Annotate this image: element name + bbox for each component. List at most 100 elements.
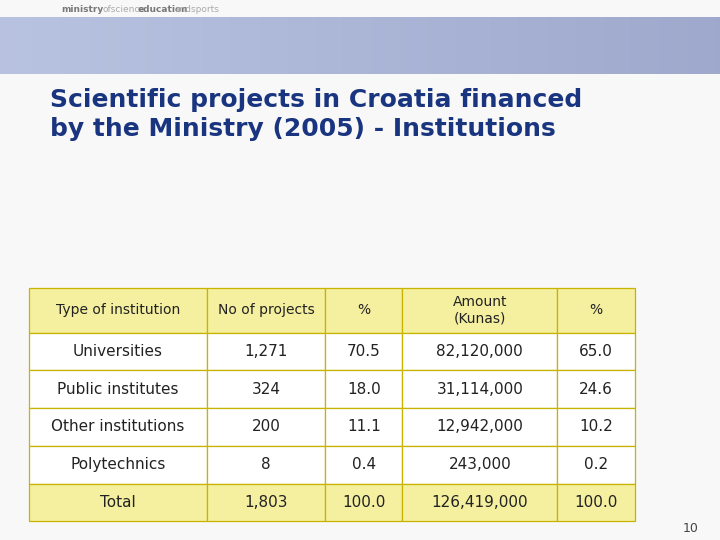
Bar [432,17,436,74]
Bar [108,17,112,74]
Bar [187,17,192,74]
Bar [557,333,635,370]
Bar [400,17,404,74]
Bar [572,17,577,74]
Text: ministry: ministry [61,5,104,14]
Bar [522,17,526,74]
Bar [65,17,69,74]
Bar [245,17,249,74]
Bar [180,17,184,74]
Bar [29,370,207,408]
Bar [25,17,30,74]
Bar [439,17,444,74]
Text: ofscience: ofscience [103,5,146,14]
Bar [392,17,397,74]
Bar [155,17,159,74]
Bar [36,17,40,74]
Bar [119,17,123,74]
Text: 1,271: 1,271 [244,344,288,359]
Bar [137,17,141,74]
Bar [299,17,303,74]
Text: 0.2: 0.2 [584,457,608,472]
Bar [144,17,148,74]
Bar [382,17,386,74]
Bar [389,17,393,74]
Text: 10.2: 10.2 [579,420,613,435]
Bar [666,17,670,74]
Text: 8: 8 [261,457,271,472]
Bar [659,17,663,74]
Bar [248,17,253,74]
Bar [194,17,199,74]
Bar [562,17,566,74]
Bar [402,370,557,408]
Bar [151,17,156,74]
Bar [29,17,33,74]
Bar [205,17,210,74]
Bar [490,17,494,74]
Bar [626,17,631,74]
Bar [619,17,624,74]
Bar [402,288,557,333]
Bar [104,17,109,74]
Bar [504,17,508,74]
Text: Polytechnics: Polytechnics [71,457,166,472]
Bar [364,17,368,74]
Text: 0.4: 0.4 [351,457,376,472]
Bar [407,17,411,74]
Bar [356,17,361,74]
Bar [209,17,213,74]
Bar [207,333,325,370]
Text: 100.0: 100.0 [342,495,385,510]
Text: %: % [590,303,603,318]
Bar [402,446,557,484]
Bar [191,17,195,74]
Bar [374,17,379,74]
Bar [367,17,372,74]
Bar [461,17,465,74]
Bar [54,17,58,74]
Bar [207,288,325,333]
Bar [173,17,177,74]
Text: andsports: andsports [175,5,220,14]
Bar [292,17,296,74]
Bar [29,333,207,370]
Bar [40,17,44,74]
Text: 243,000: 243,000 [449,457,511,472]
Text: Universities: Universities [73,344,163,359]
Bar [508,17,512,74]
Bar [58,17,62,74]
Bar [468,17,472,74]
Bar [320,17,325,74]
Bar [331,17,336,74]
Bar [169,17,174,74]
Bar [207,370,325,408]
Bar [547,17,552,74]
Bar [605,17,609,74]
Bar [68,17,73,74]
Bar [557,446,635,484]
Bar [554,17,559,74]
Bar [540,17,544,74]
Bar [557,408,635,446]
Text: 11.1: 11.1 [347,420,381,435]
Bar [130,17,134,74]
Bar [259,17,264,74]
Bar [482,17,487,74]
Bar [94,17,98,74]
Text: 100.0: 100.0 [575,495,618,510]
Bar [223,17,228,74]
Bar [266,17,271,74]
Bar [158,17,163,74]
Bar [472,17,476,74]
Bar [569,17,573,74]
Bar [558,17,562,74]
Bar [202,17,206,74]
Bar [702,17,706,74]
Bar [270,17,274,74]
Bar [684,17,688,74]
Bar [313,17,318,74]
Text: 200: 200 [252,420,281,435]
Bar [616,17,620,74]
Text: education: education [138,5,188,14]
